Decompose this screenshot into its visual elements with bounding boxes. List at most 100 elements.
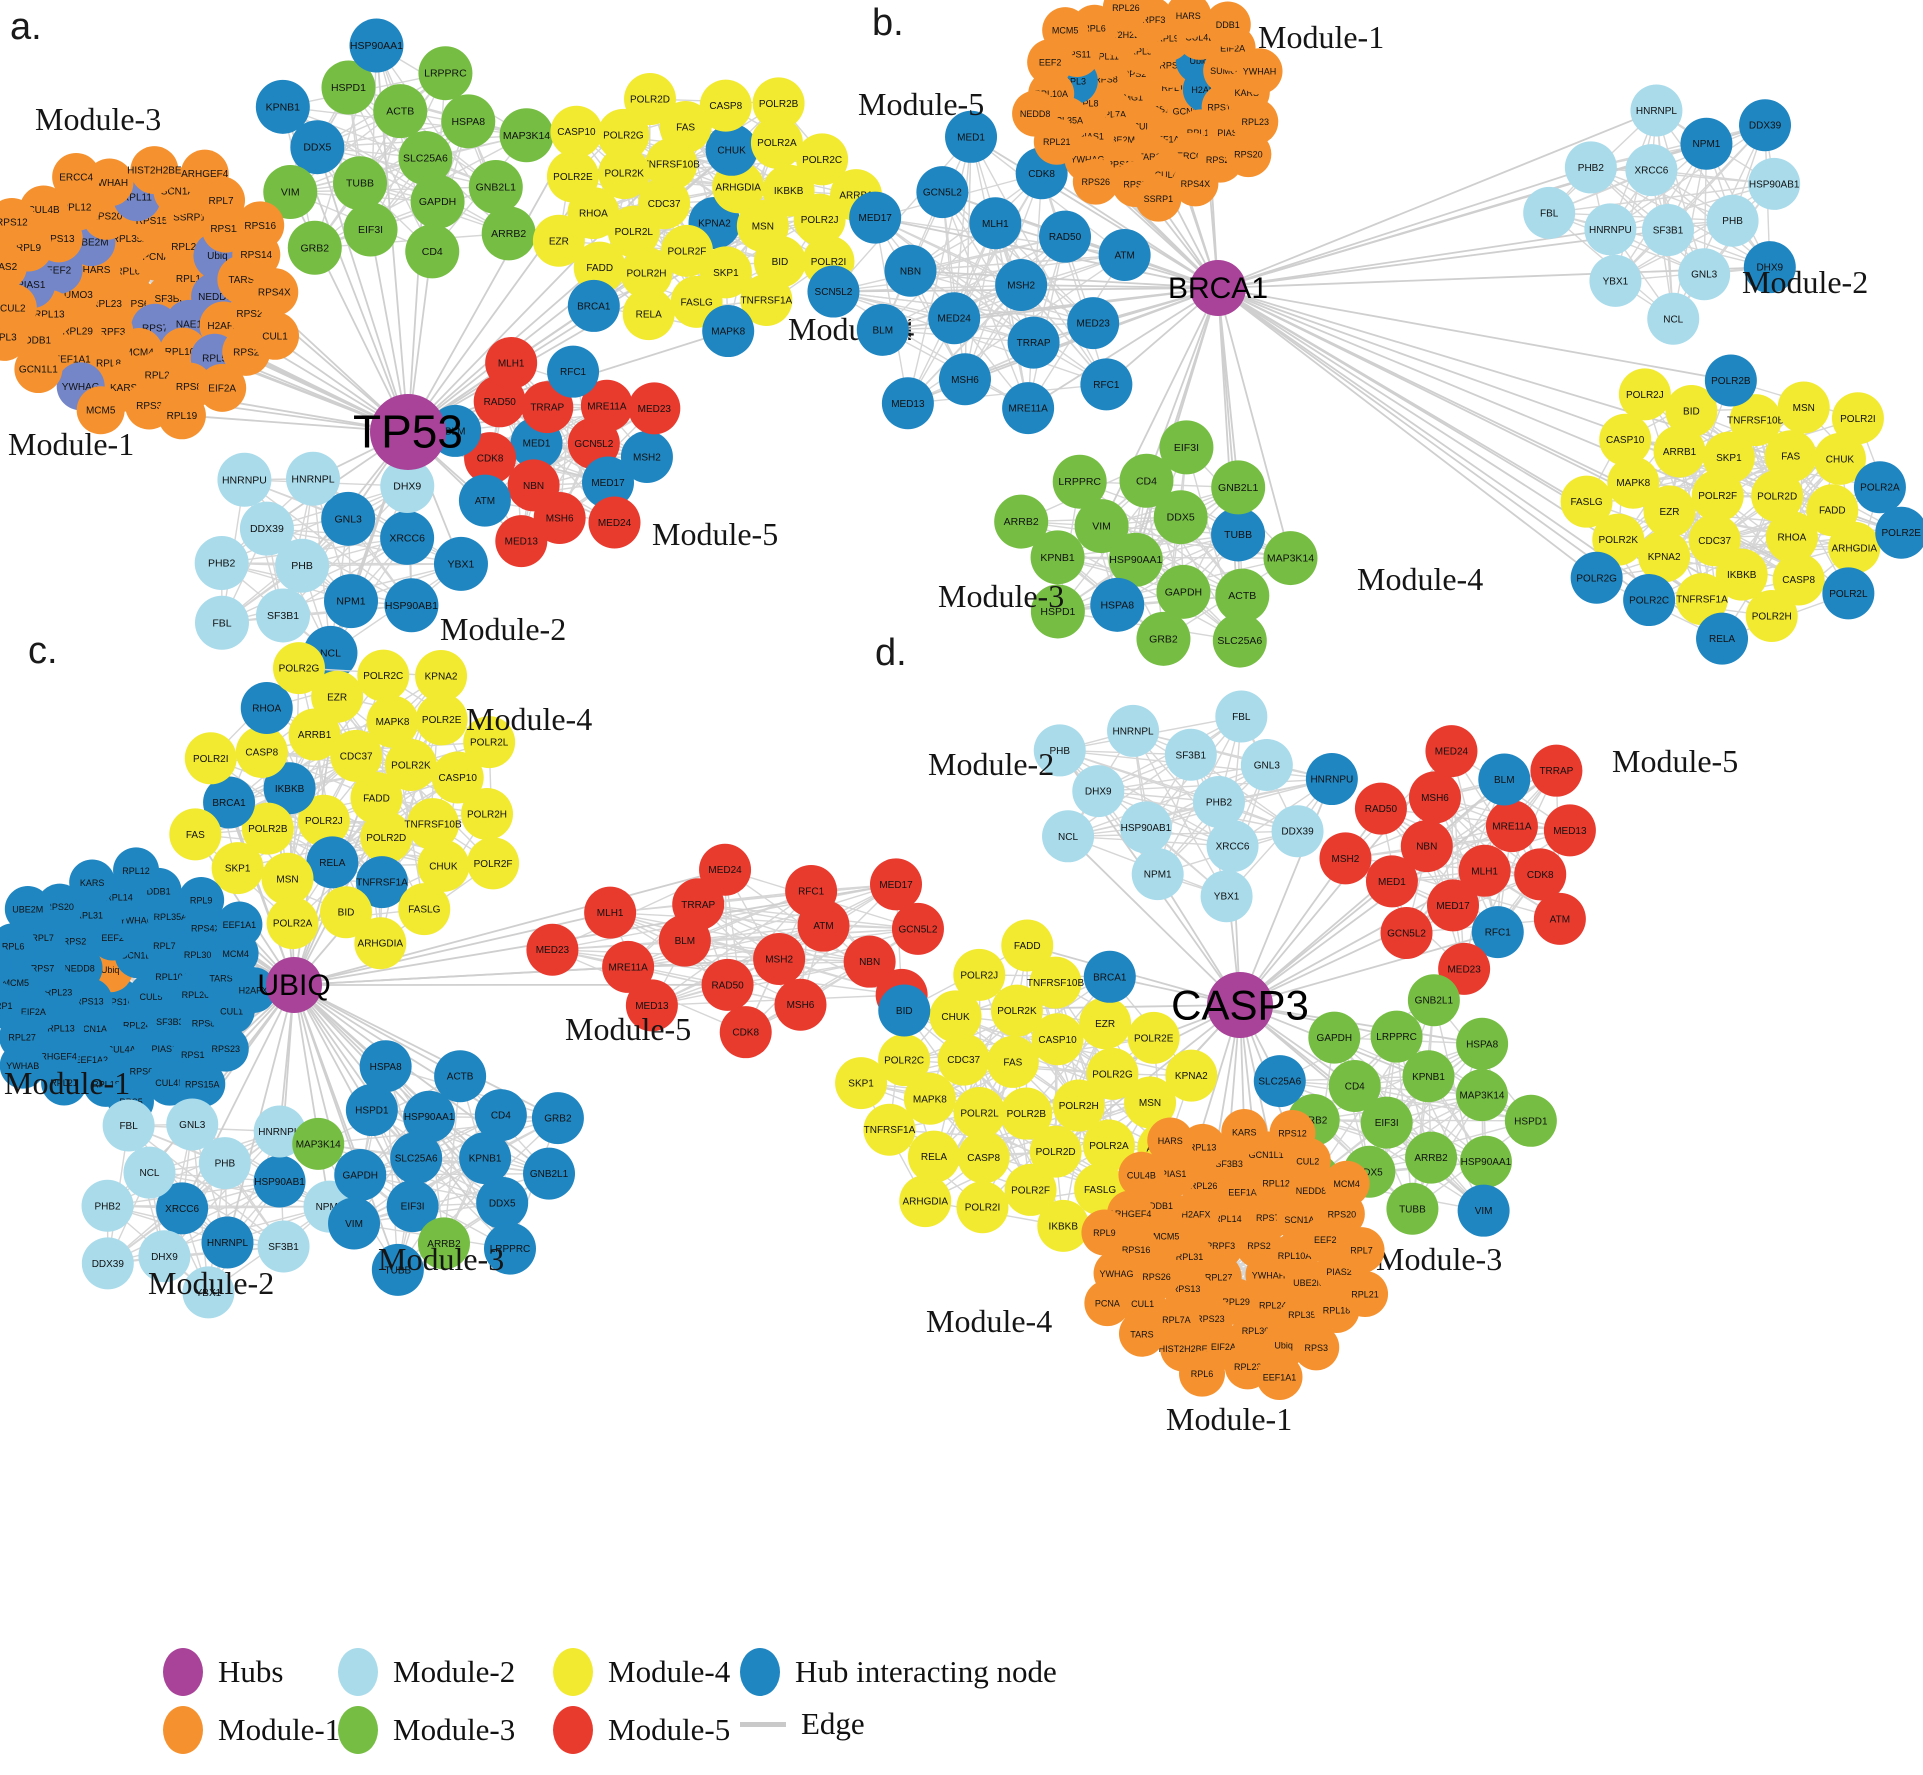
node-ARHGDIA[interactable]: ARHGDIA (1828, 521, 1881, 574)
node-LRPPRC[interactable]: LRPPRC (1370, 1010, 1423, 1063)
node-POLR2H[interactable]: POLR2H (620, 247, 673, 300)
node-ARRB2[interactable]: ARRB2 (417, 1217, 470, 1270)
node-RFC1[interactable]: RFC1 (1471, 906, 1524, 959)
node-TARS[interactable]: TARS (1118, 1310, 1165, 1357)
node-KPNA2[interactable]: KPNA2 (1165, 1049, 1218, 1102)
node-YWHAH[interactable]: YWHAH (1236, 48, 1283, 95)
node-HSP90AA1[interactable]: HSP90AA1 (1459, 1135, 1512, 1188)
node-SSRP1[interactable]: SSRP1 (0, 982, 21, 1029)
node-FAS[interactable]: FAS (1764, 430, 1817, 483)
node-KPNA2[interactable]: KPNA2 (415, 649, 468, 702)
node-HNRNPU[interactable]: HNRNPU (1584, 203, 1637, 256)
node-RPS16[interactable]: RPS16 (236, 201, 285, 250)
node-RHOA[interactable]: RHOA (240, 682, 293, 735)
node-POLR2E[interactable]: POLR2E (415, 693, 468, 746)
node-FBL[interactable]: FBL (1523, 186, 1576, 239)
node-MSH6[interactable]: MSH6 (1408, 771, 1461, 824)
node-MSH2[interactable]: MSH2 (1319, 832, 1372, 885)
node-TNFRSF1A[interactable]: TNFRSF1A (740, 273, 793, 326)
node-POLR2I[interactable]: POLR2I (1831, 392, 1884, 445)
node-NEDD8[interactable]: NEDD8 (1012, 90, 1059, 137)
node-RAD50[interactable]: RAD50 (1039, 210, 1092, 263)
node-FAS[interactable]: FAS (169, 808, 222, 861)
node-BLM[interactable]: BLM (856, 303, 909, 356)
node-HSPA8[interactable]: HSPA8 (441, 94, 496, 149)
node-MED23[interactable]: MED23 (628, 382, 681, 435)
node-POLR2C[interactable]: POLR2C (796, 133, 849, 186)
node-EIF3I[interactable]: EIF3I (1360, 1096, 1413, 1149)
node-MAP3K14[interactable]: MAP3K14 (1455, 1069, 1508, 1122)
node-POLR2L[interactable]: POLR2L (463, 716, 516, 769)
node-ATM[interactable]: ATM (1098, 229, 1151, 282)
node-EEF1A1[interactable]: EEF1A1 (216, 901, 263, 948)
node-GRB2[interactable]: GRB2 (531, 1092, 584, 1145)
node-PHB[interactable]: PHB (1033, 724, 1086, 777)
node-ARHGDIA[interactable]: ARHGDIA (354, 917, 407, 970)
node-HSP90AA1[interactable]: HSP90AA1 (1108, 532, 1163, 587)
node-ATM[interactable]: ATM (458, 474, 511, 527)
node-HSPD1[interactable]: HSPD1 (321, 60, 376, 115)
node-DDX39[interactable]: DDX39 (239, 501, 294, 556)
node-RPS3[interactable]: RPS3 (1293, 1324, 1340, 1371)
node-CDK8[interactable]: CDK8 (1514, 848, 1567, 901)
node-CASP8[interactable]: CASP8 (1772, 553, 1825, 606)
node-POLR2G[interactable]: POLR2G (597, 108, 650, 161)
node-DDX39[interactable]: DDX39 (1271, 805, 1324, 858)
node-ACTB[interactable]: ACTB (434, 1050, 487, 1103)
node-HSP90AA1[interactable]: HSP90AA1 (349, 18, 404, 73)
node-HARS[interactable]: HARS (1147, 1117, 1194, 1164)
node-CASP8[interactable]: CASP8 (699, 79, 752, 132)
node-MAP3K14[interactable]: MAP3K14 (499, 108, 554, 163)
node-HSP90AB1[interactable]: HSP90AB1 (253, 1155, 306, 1208)
node-DDX5[interactable]: DDX5 (1153, 490, 1208, 545)
node-MED17[interactable]: MED17 (1427, 879, 1480, 932)
node-ACTB[interactable]: ACTB (373, 84, 428, 139)
node-VIM[interactable]: VIM (263, 165, 318, 220)
node-MED13[interactable]: MED13 (1543, 804, 1596, 857)
node-POLR2H[interactable]: POLR2H (1052, 1079, 1105, 1132)
node-MAP3K14[interactable]: MAP3K14 (292, 1117, 345, 1170)
node-KPNB1[interactable]: KPNB1 (1030, 530, 1085, 585)
node-CASP10[interactable]: CASP10 (1599, 413, 1652, 466)
node-LRPPRC[interactable]: LRPPRC (418, 46, 473, 101)
node-LRPPRC[interactable]: LRPPRC (1052, 454, 1107, 509)
node-RELA[interactable]: RELA (1696, 612, 1749, 665)
node-HSPA8[interactable]: HSPA8 (1090, 577, 1145, 632)
node-PHB[interactable]: PHB (1706, 194, 1759, 247)
node-NBN[interactable]: NBN (1400, 820, 1453, 873)
node-CUL4B[interactable]: CUL4B (146, 1059, 193, 1106)
node-XRCC6[interactable]: XRCC6 (380, 510, 435, 565)
node-FBL[interactable]: FBL (194, 595, 249, 650)
node-GAPDH[interactable]: GAPDH (1156, 564, 1211, 619)
node-CD4[interactable]: CD4 (1328, 1059, 1381, 1112)
hub-node-UBIQ[interactable]: UBIQ (257, 957, 331, 1013)
node-XRCC6[interactable]: XRCC6 (1206, 820, 1259, 873)
node-ACTB[interactable]: ACTB (1215, 568, 1270, 623)
node-CDC37[interactable]: CDC37 (330, 729, 383, 782)
node-NCL[interactable]: NCL (1647, 292, 1700, 345)
node-MED1[interactable]: MED1 (945, 110, 998, 163)
node-RPL21[interactable]: RPL21 (1342, 1271, 1389, 1318)
node-TUBB[interactable]: TUBB (1386, 1182, 1439, 1235)
node-CASP10[interactable]: CASP10 (431, 751, 484, 804)
node-HSP90AA1[interactable]: HSP90AA1 (403, 1090, 456, 1143)
node-RHOA[interactable]: RHOA (1765, 511, 1818, 564)
node-PHB2[interactable]: PHB2 (1564, 141, 1617, 194)
node-BRCA1[interactable]: BRCA1 (1083, 950, 1136, 1003)
node-MSN[interactable]: MSN (261, 852, 314, 905)
node-RELA[interactable]: RELA (907, 1130, 960, 1183)
node-RPL26[interactable]: RPL26 (1102, 0, 1149, 31)
node-POLR2C[interactable]: POLR2C (878, 1034, 931, 1087)
node-MED24[interactable]: MED24 (588, 496, 641, 549)
node-MAPK8[interactable]: MAPK8 (366, 695, 419, 748)
node-IKBKB[interactable]: IKBKB (1037, 1199, 1090, 1252)
node-HSPD1[interactable]: HSPD1 (1504, 1094, 1557, 1147)
node-POLR2K[interactable]: POLR2K (1592, 513, 1645, 566)
node-POLR2L[interactable]: POLR2L (1822, 567, 1875, 620)
node-FASLG[interactable]: FASLG (1560, 475, 1613, 528)
node-EZR[interactable]: EZR (532, 214, 585, 267)
node-HSPA8[interactable]: HSPA8 (359, 1040, 412, 1093)
node-POLR2G[interactable]: POLR2G (272, 642, 325, 695)
node-KARS[interactable]: KARS (1221, 1108, 1268, 1155)
node-ARRB2[interactable]: ARRB2 (1405, 1131, 1458, 1184)
